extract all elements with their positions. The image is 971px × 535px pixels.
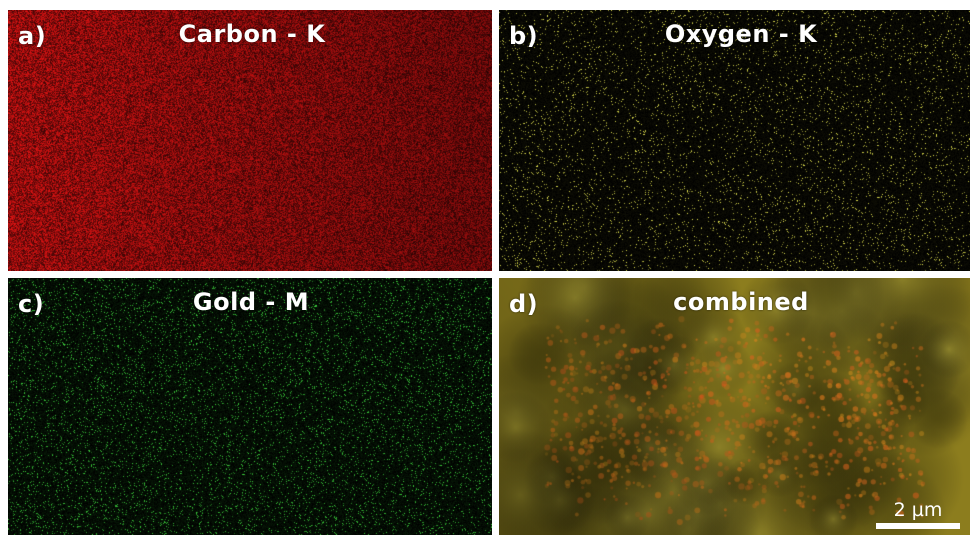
panel-title: Gold - M [192, 288, 310, 316]
scale-bar-line [876, 523, 960, 529]
scale-bar-label: 2 µm [893, 499, 943, 521]
panel-oxygen-map: b) Oxygen - K [499, 10, 970, 271]
combined-element-map-image [499, 278, 970, 535]
panel-gold-map: c) Gold - M [8, 278, 492, 535]
panel-letter: d) [509, 290, 539, 318]
panel-letter: b) [509, 22, 539, 50]
scale-bar: 2 µm [876, 499, 960, 529]
panel-carbon-map: a) Carbon - K [8, 10, 492, 271]
oxygen-element-map-image [499, 10, 970, 271]
panel-title: combined [673, 288, 809, 316]
panel-title: Carbon - K [178, 20, 326, 48]
panel-letter: c) [18, 290, 45, 318]
gold-element-map-image [8, 278, 492, 535]
panel-combined-map: d) combined 2 µm [499, 278, 970, 535]
carbon-element-map-image [8, 10, 492, 271]
panel-letter: a) [18, 22, 47, 50]
panel-title: Oxygen - K [664, 20, 818, 48]
